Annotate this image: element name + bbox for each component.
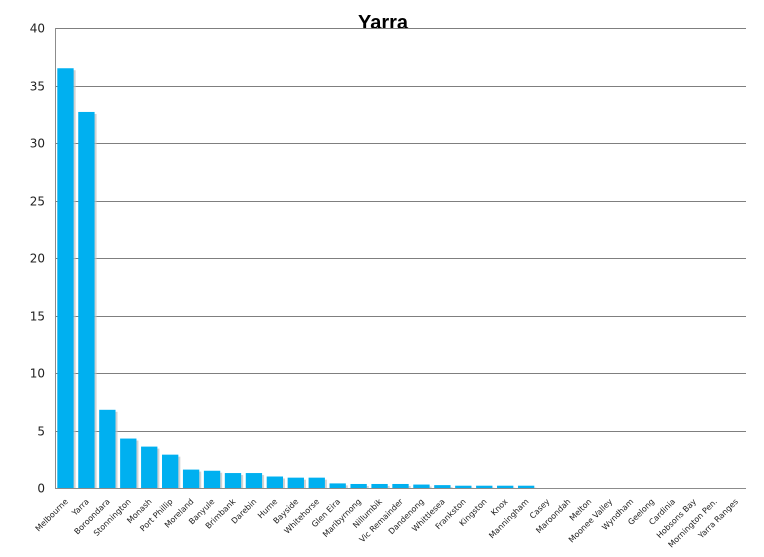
bar [182, 469, 200, 488]
bar [392, 483, 409, 488]
bar [517, 485, 535, 488]
x-tick-label: Melbourne [34, 497, 70, 533]
y-tick-label: 10 [30, 367, 45, 381]
x-axis: Melbourne YarraBoroondaraStonningtonMonas… [34, 497, 740, 550]
bars [57, 68, 537, 488]
bar [350, 483, 367, 488]
bar [455, 485, 472, 488]
bar [141, 446, 158, 488]
gridlines [55, 28, 746, 432]
y-tick-label: 30 [30, 137, 45, 151]
bar [287, 477, 304, 488]
bar [371, 483, 388, 488]
bar [329, 483, 346, 488]
bar [162, 454, 179, 488]
y-tick-label: 0 [37, 482, 45, 496]
bar [224, 473, 242, 488]
chart-title: Yarra [358, 12, 409, 34]
bar [434, 485, 451, 488]
bar [203, 470, 221, 488]
y-tick-label: 25 [30, 195, 45, 209]
bar [99, 409, 116, 488]
bar [497, 485, 514, 488]
bar [57, 68, 74, 488]
y-axis: 0 5 10 15 20 25 30 35 40 [30, 22, 746, 496]
bar [245, 473, 263, 488]
y-tick-label: 5 [37, 425, 45, 439]
bar [308, 477, 325, 488]
bar [266, 476, 284, 488]
y-tick-label: 20 [30, 252, 45, 266]
y-tick-label: 15 [30, 310, 45, 324]
bar [120, 438, 137, 488]
bar [476, 485, 493, 488]
bar [78, 111, 95, 488]
y-tick-label: 35 [30, 80, 45, 94]
bar [413, 484, 430, 488]
y-tick-label: 40 [30, 22, 45, 36]
